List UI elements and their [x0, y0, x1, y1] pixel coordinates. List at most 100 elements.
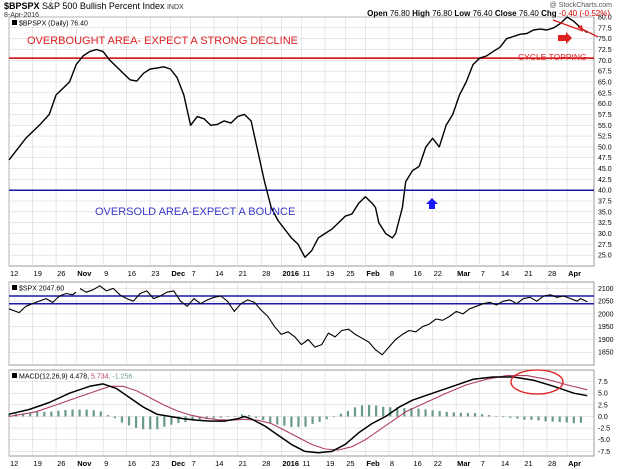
xtick-label-top: 19: [34, 269, 42, 278]
xtick-label-top: 2016: [282, 269, 299, 278]
ytick-label-bpspx: 45.0: [598, 166, 612, 173]
macd-histogram-bar: [466, 413, 470, 417]
macd-histogram-bar: [445, 411, 448, 417]
macd-histogram-bar: [106, 415, 109, 417]
macd-histogram-bar: [43, 411, 46, 417]
macd-histogram-bar: [233, 415, 237, 417]
macd-histogram-bar: [375, 405, 378, 417]
xtick-label-top: 12: [10, 269, 18, 278]
ytick-label-bpspx: 35.0: [598, 209, 612, 216]
macd-histogram-bar: [544, 416, 547, 422]
xtick-label-bottom: 28: [548, 459, 556, 468]
xtick-label-bottom: 28: [262, 459, 270, 468]
macd-histogram-bar: [318, 416, 321, 422]
xtick-label-top: Nov: [77, 269, 92, 278]
xtick-label-bottom: 8: [390, 459, 394, 468]
macd-histogram-bar: [212, 416, 215, 419]
macd-histogram-bar: [276, 416, 279, 425]
legend-swatch: [12, 285, 17, 290]
xtick-label-top: 28: [548, 269, 556, 278]
xtick-label-bottom: 9: [104, 459, 108, 468]
xtick-label-top: 16: [413, 269, 421, 278]
ytick-label-macd: -2.5: [598, 426, 610, 433]
ytick-label-bpspx: 37.5: [598, 199, 612, 206]
macd-histogram-bar: [396, 407, 399, 417]
macd-histogram-bar: [7, 414, 11, 417]
trend-arrow-line: [552, 19, 584, 32]
xtick-label-bottom: 14: [215, 459, 223, 468]
xtick-label-bottom: 7: [192, 459, 196, 468]
xtick-label-top: 28: [262, 269, 270, 278]
xtick-label-top: Dec: [171, 269, 185, 278]
xtick-label-bottom: 16: [128, 459, 136, 468]
macd-histogram-bar: [113, 416, 117, 419]
ytick-label-bpspx: 27.5: [598, 242, 612, 249]
macd-histogram-bar: [523, 416, 526, 420]
bpspx-series-line-recent: [418, 16, 588, 167]
xtick-label-bottom: 22: [434, 459, 442, 468]
macd-histogram-bar: [22, 413, 25, 417]
macd-histogram-bar: [488, 415, 491, 417]
symbol: $BPSPX: [4, 1, 40, 11]
macd-histogram-bar: [78, 409, 81, 417]
ytick-label-macd: -5.0: [598, 437, 610, 444]
macd-histogram-bar: [170, 416, 173, 425]
ytick-label-bpspx: 67.5: [598, 69, 612, 76]
xtick-label-top: Feb: [366, 269, 380, 278]
macd-histogram-bar: [262, 416, 265, 421]
xtick-label-bottom: Dec: [171, 459, 185, 468]
macd-histogram-bar: [579, 416, 582, 423]
ytick-label-bpspx: 75.0: [598, 36, 612, 43]
ytick-label-macd: 5.0: [598, 391, 608, 398]
macd-histogram-bar: [29, 412, 32, 417]
legend-bg: [10, 18, 105, 27]
macd-histogram-bar: [255, 416, 258, 418]
macd-histogram-bar: [438, 411, 441, 417]
macd-histogram-bar: [64, 409, 67, 417]
ohlc-readout: Open 76.80 High 76.80 Low 76.40 Close 76…: [367, 9, 610, 19]
macd-histogram-bar: [537, 416, 540, 421]
legend-swatch: [12, 373, 17, 378]
macd-histogram-bar: [565, 416, 568, 423]
macd-histogram-bar: [495, 415, 498, 417]
red-arrow-icon: [558, 32, 572, 44]
xtick-label-top: 22: [434, 269, 442, 278]
xtick-label-top: 23: [151, 269, 159, 278]
xtick-label-bottom: 19: [326, 459, 334, 468]
macd-histogram-bar: [516, 416, 519, 419]
xtick-label-top: 8: [390, 269, 394, 278]
macd-histogram-bar: [311, 416, 314, 424]
macd-histogram-bar: [57, 410, 60, 417]
bpspx-series-line: [8, 48, 420, 258]
bpspx-legend: $BPSPX (Daily) 76.40: [19, 21, 88, 28]
xtick-label-top: 19: [326, 269, 334, 278]
macd-histogram-bar: [452, 412, 455, 417]
xtick-label-bottom: Apr: [568, 459, 581, 468]
macd-histogram-bar: [304, 416, 307, 427]
ohlc-value-close: 76.40: [518, 9, 542, 18]
macd-histogram-bar: [177, 416, 180, 424]
macd-histogram-bar: [219, 416, 222, 418]
xtick-label-top: 26: [57, 269, 65, 278]
xtick-label-top: 21: [239, 269, 247, 278]
ohlc-key-low: Low: [454, 9, 473, 18]
macd-histogram-bar: [191, 416, 194, 421]
oversold-annotation: OVERSOLD AREA-EXPECT A BOUNCE: [95, 206, 295, 218]
macd-legend-signal: 5.734: [91, 374, 109, 381]
macd-histogram-bar: [226, 416, 229, 417]
xtick-label-bottom: 14: [501, 459, 509, 468]
xtick-label-bottom: Mar: [457, 459, 470, 468]
xtick-label-bottom: 21: [524, 459, 532, 468]
trend-arrow-head: [578, 25, 583, 31]
legend-swatch: [12, 20, 17, 25]
macd-histogram-bar: [290, 416, 293, 427]
legend-bg: [10, 283, 80, 292]
xtick-label-top: 21: [524, 269, 532, 278]
macd-legend-hist: , -1.256: [109, 374, 133, 381]
macd-histogram-bar: [85, 409, 88, 417]
macd-histogram-bar: [509, 416, 512, 418]
ytick-label-bpspx: 52.5: [598, 134, 612, 141]
macd-histogram-bar: [92, 410, 95, 417]
